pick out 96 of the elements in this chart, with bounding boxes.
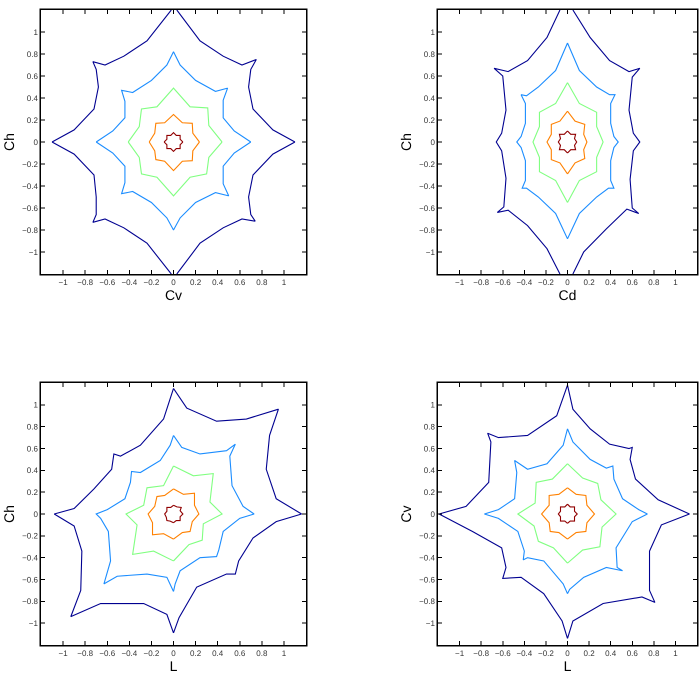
x-tick-label: 0.6 [234, 649, 246, 658]
y-tick-label: 1 [430, 400, 436, 410]
y-tick-label: −0.6 [419, 204, 436, 213]
x-tick-label: −0.2 [538, 649, 554, 658]
y-tick-label: −0.6 [22, 575, 38, 584]
x-tick-label: −0.8 [77, 649, 94, 658]
y-tick-label: 0.4 [26, 466, 38, 476]
y-tick-label: 0 [430, 138, 436, 147]
x-axis-title: Cd [558, 287, 576, 304]
x-tick-label: 0.8 [256, 278, 268, 288]
x-tick-label: 1 [673, 649, 678, 658]
x-tick-label: 0.2 [584, 649, 596, 658]
x-tick-label: −0.8 [473, 278, 490, 288]
x-tick-label: 1 [282, 649, 287, 658]
y-tick-label: 0.6 [424, 444, 436, 454]
x-tick-label: −0.2 [538, 278, 554, 288]
y-tick-label: −1 [28, 248, 38, 257]
x-tick-label: 0 [565, 649, 570, 658]
y-tick-label: 0.8 [26, 50, 38, 59]
x-tick-label: 0 [171, 649, 176, 658]
y-tick-label: 0.2 [424, 116, 436, 125]
y-tick-label: −0.2 [419, 160, 436, 169]
x-tick-label: 0.2 [190, 649, 202, 658]
y-tick-label: 0 [33, 138, 38, 147]
x-tick-label: −0.4 [121, 278, 138, 288]
x-tick-label: −0.6 [494, 649, 512, 658]
x-tick-label: 0.2 [190, 278, 202, 288]
y-tick-label: −0.4 [419, 182, 436, 191]
x-axis-title: Cv [164, 287, 182, 304]
y-tick-label: −0.4 [419, 553, 436, 562]
y-tick-label: 0 [430, 510, 436, 519]
x-tick-label: 0.4 [212, 278, 224, 288]
x-tick-label: 0 [171, 278, 176, 288]
x-tick-label: 0.4 [605, 278, 617, 288]
x-tick-label: −0.4 [516, 278, 533, 288]
y-tick-label: 0.4 [424, 466, 436, 476]
y-tick-label: −0.6 [419, 575, 436, 584]
y-tick-label: −1 [28, 618, 38, 628]
y-tick-label: 0.2 [424, 488, 436, 497]
y-axis-title: Ch [0, 505, 17, 523]
y-tick-label: −1 [426, 618, 436, 628]
y-axis-title: Ch [398, 133, 414, 151]
y-tick-label: 0 [33, 510, 38, 519]
x-tick-label: −1 [58, 278, 68, 288]
x-tick-label: −0.2 [144, 278, 160, 288]
x-tick-label: −0.8 [77, 278, 94, 288]
x-tick-label: 0.2 [584, 278, 596, 288]
y-tick-label: −0.2 [22, 532, 38, 541]
y-tick-label: 0.6 [424, 72, 436, 81]
x-tick-label: 0.6 [626, 649, 638, 658]
y-tick-label: −0.6 [22, 204, 38, 213]
y-tick-label: −0.2 [419, 532, 436, 541]
y-tick-label: 0.2 [26, 488, 38, 497]
x-tick-label: −0.6 [494, 278, 512, 288]
x-tick-label: −1 [455, 649, 465, 658]
y-tick-label: −0.4 [22, 182, 38, 191]
y-tick-label: 0.6 [26, 72, 38, 81]
y-tick-label: 0.8 [424, 50, 436, 59]
x-tick-label: −0.6 [99, 278, 116, 288]
y-tick-label: −0.4 [22, 553, 38, 562]
y-tick-label: −1 [426, 248, 436, 257]
y-axis-title: Ch [0, 133, 17, 151]
x-tick-label: 0 [565, 278, 570, 288]
y-axis-title: Cv [398, 505, 414, 523]
y-tick-label: 1 [33, 400, 38, 410]
x-axis-title: L [170, 658, 178, 674]
x-tick-label: −0.6 [99, 649, 116, 658]
y-tick-label: −0.8 [22, 597, 38, 606]
y-tick-label: 0.6 [26, 444, 38, 454]
x-tick-label: −0.2 [144, 649, 160, 658]
x-tick-label: 0.8 [648, 649, 660, 658]
y-tick-label: −0.8 [419, 226, 436, 235]
x-tick-label: 1 [282, 278, 287, 288]
x-tick-label: 0.8 [648, 278, 660, 288]
x-tick-label: −0.4 [121, 649, 138, 658]
x-tick-label: −0.4 [516, 649, 533, 658]
x-tick-label: 0.6 [234, 278, 246, 288]
x-tick-label: −1 [58, 649, 68, 658]
x-tick-label: 1 [673, 278, 678, 288]
y-tick-label: 0.4 [424, 94, 436, 103]
y-tick-label: 0.4 [26, 94, 38, 103]
y-tick-label: 0.8 [424, 422, 436, 432]
x-tick-label: 0.8 [256, 649, 268, 658]
y-tick-label: −0.8 [22, 226, 38, 235]
y-tick-label: −0.8 [419, 597, 436, 606]
y-tick-label: 0.8 [26, 422, 38, 432]
y-tick-label: 0.2 [26, 116, 38, 125]
y-tick-label: −0.2 [22, 160, 38, 169]
x-tick-label: 0.4 [212, 649, 224, 658]
x-tick-label: −1 [455, 278, 465, 288]
x-tick-label: −0.8 [473, 649, 490, 658]
y-tick-label: 1 [33, 28, 38, 37]
x-tick-label: 0.6 [626, 278, 638, 288]
x-axis-title: L [564, 658, 572, 674]
x-tick-label: 0.4 [605, 649, 617, 658]
y-tick-label: 1 [430, 28, 436, 37]
